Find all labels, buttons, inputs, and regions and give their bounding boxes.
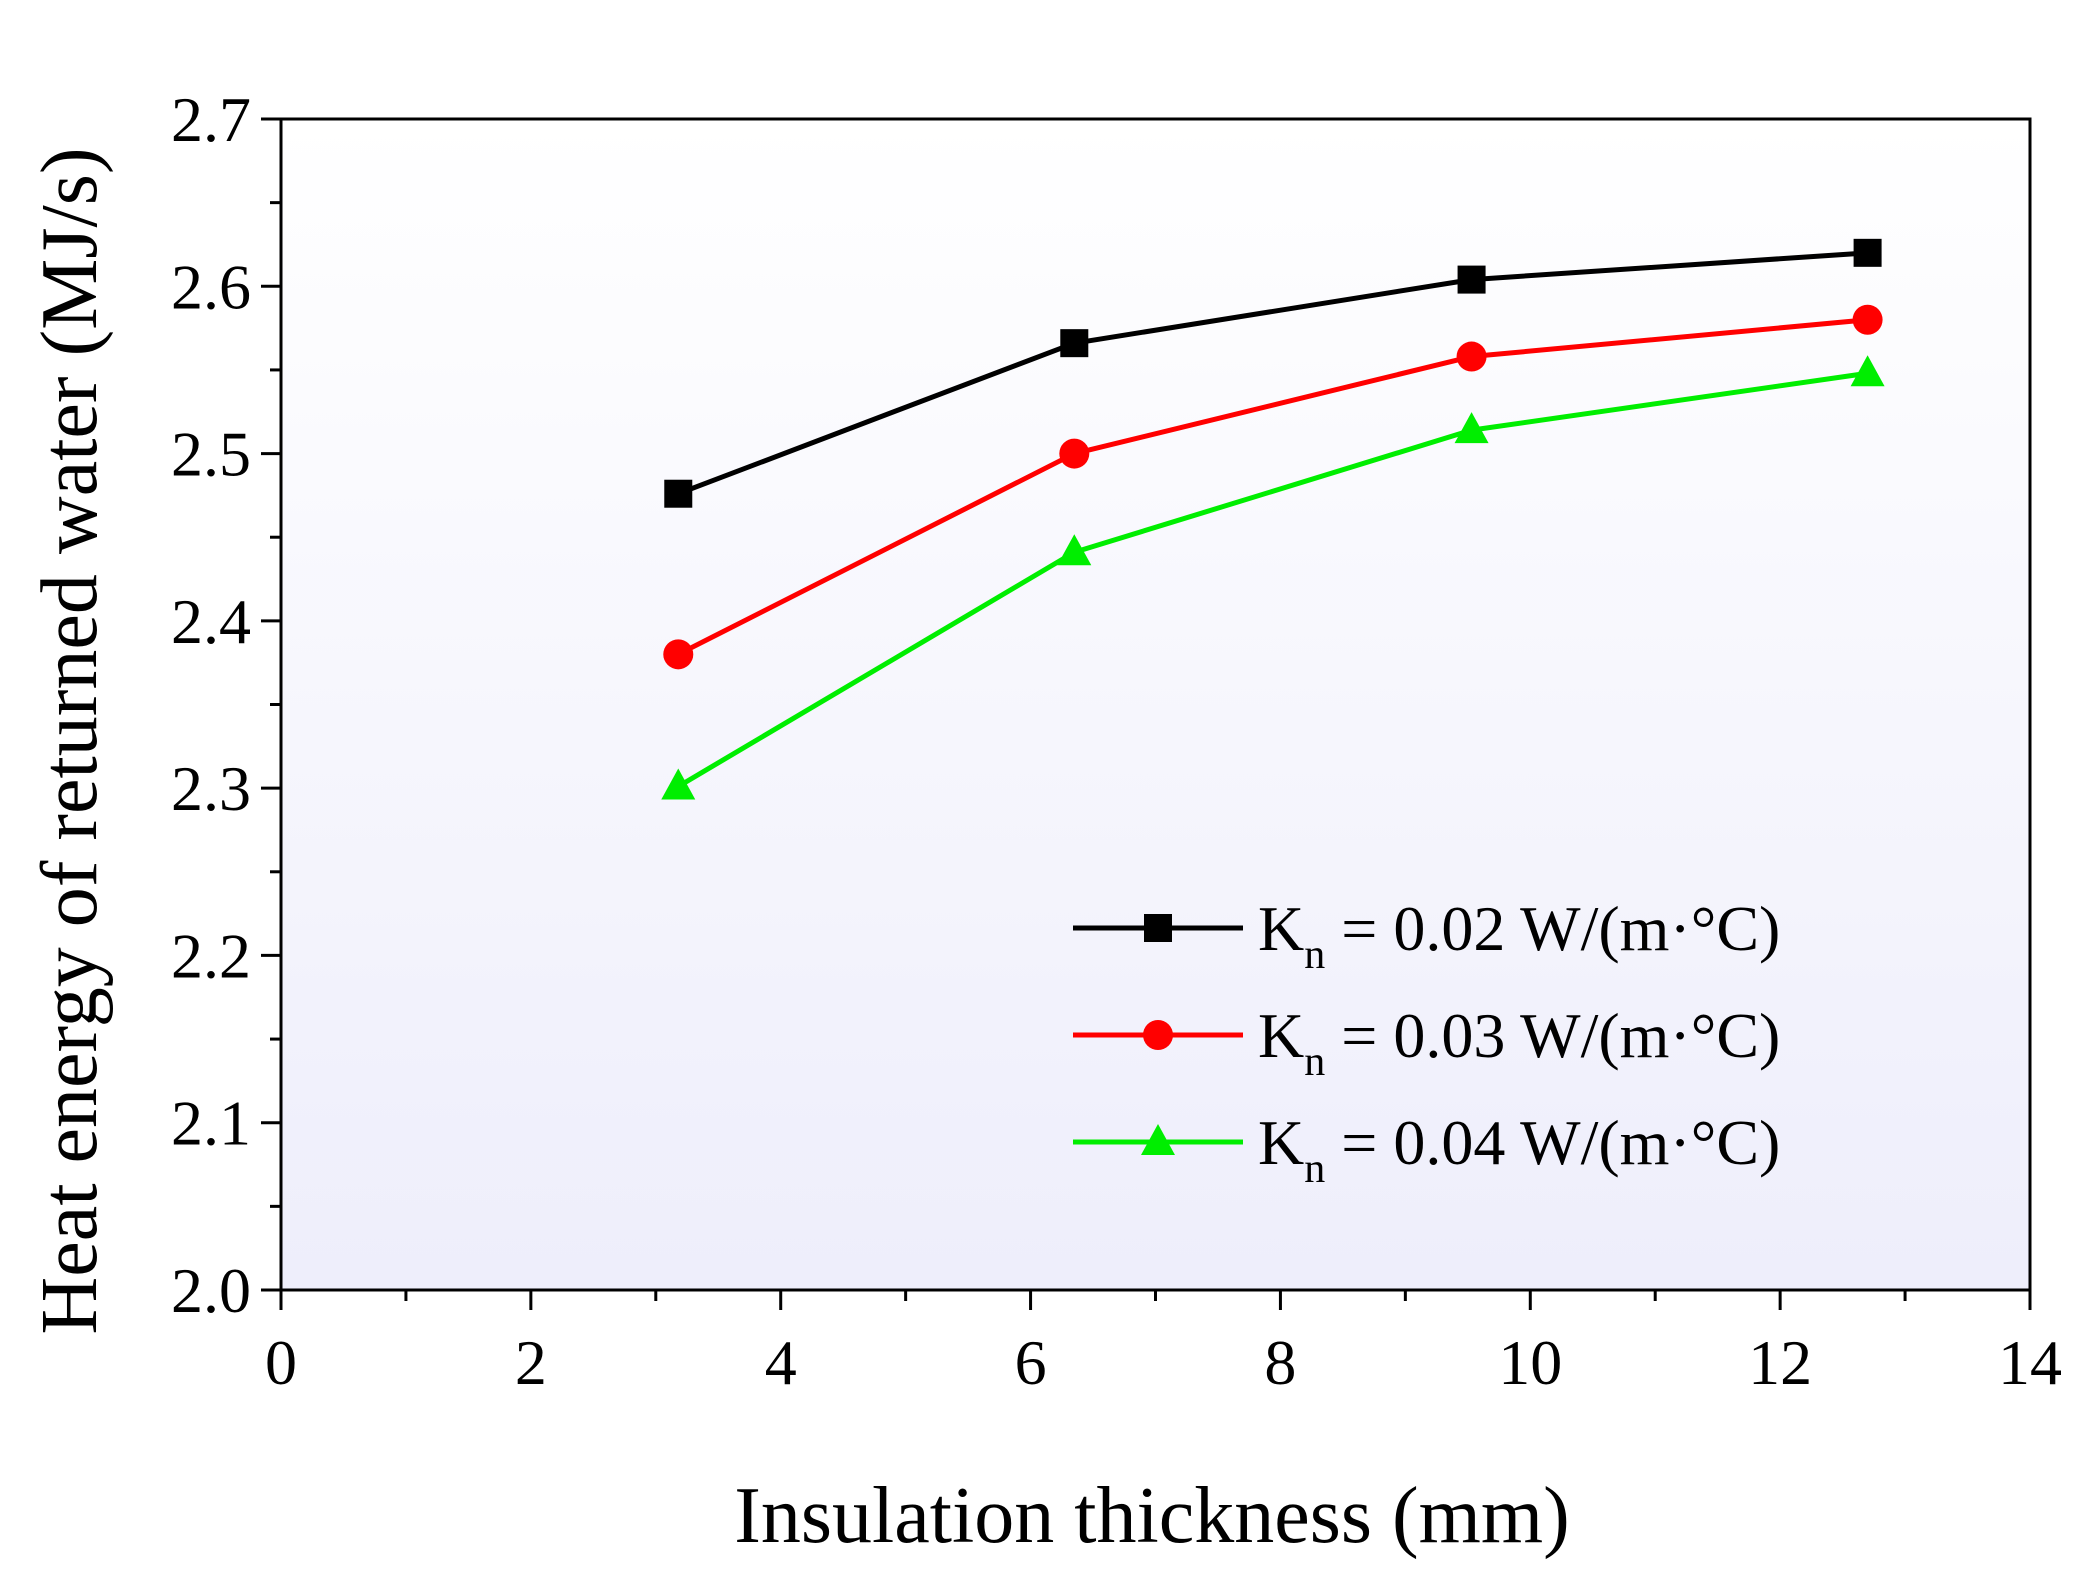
y-tick-label: 2.5 [171, 419, 251, 490]
data-point [1457, 265, 1486, 294]
plot-area [281, 119, 2030, 1290]
data-point [1060, 329, 1089, 358]
data-point [1850, 355, 1885, 387]
data-point [1853, 238, 1882, 267]
y-tick-label: 2.3 [171, 753, 251, 824]
legend-label: Kn = 0.03 W/(m·°C) [1258, 1000, 1780, 1085]
legend-marker [1143, 1020, 1173, 1050]
x-tick-label: 2 [515, 1327, 547, 1398]
data-point [1059, 438, 1090, 469]
y-tick-label: 2.2 [171, 920, 251, 991]
plot-frame [279, 117, 2032, 1292]
series-line [677, 370, 1868, 789]
legend-item-1: Kn = 0.02 W/(m·°C) [1073, 893, 1780, 978]
y-tick-label: 2.6 [171, 251, 251, 322]
series-2 [663, 304, 1883, 670]
x-axis-title: Insulation thickness (mm) [734, 1472, 1569, 1560]
x-tick-label: 12 [1748, 1327, 1812, 1398]
x-tick-label: 10 [1498, 1327, 1562, 1398]
legend-item-3: Kn = 0.04 W/(m·°C) [1073, 1107, 1780, 1192]
x-tick-label: 4 [765, 1327, 797, 1398]
data-point [1454, 412, 1489, 444]
x-tick-label: 0 [265, 1327, 297, 1398]
y-tick-label: 2.0 [171, 1255, 251, 1326]
x-tick-label: 8 [1264, 1327, 1296, 1398]
data-point [1456, 341, 1487, 372]
x-tick-label: 14 [1998, 1327, 2062, 1398]
series-line [677, 317, 1868, 657]
y-tick-label: 2.4 [171, 586, 251, 657]
y-axis-title: Heat energy of returned water (MJ/s) [26, 148, 114, 1335]
legend-label: Kn = 0.04 W/(m·°C) [1258, 1107, 1780, 1192]
data-point [1852, 304, 1883, 335]
series-3 [661, 355, 1885, 800]
x-tick-label: 6 [1015, 1327, 1047, 1398]
series-1 [664, 238, 1882, 508]
legend-marker [1144, 914, 1172, 942]
data-point [661, 768, 696, 800]
data-point [1057, 534, 1092, 566]
data-point [663, 639, 694, 670]
series-line [677, 250, 1868, 497]
y-tick-label: 2.1 [171, 1088, 251, 1159]
y-tick-label: 2.7 [171, 84, 251, 155]
legend-marker [1141, 1124, 1175, 1155]
legend-item-2: Kn = 0.03 W/(m·°C) [1073, 1000, 1780, 1085]
legend-label: Kn = 0.02 W/(m·°C) [1258, 893, 1780, 978]
data-point [664, 479, 693, 508]
